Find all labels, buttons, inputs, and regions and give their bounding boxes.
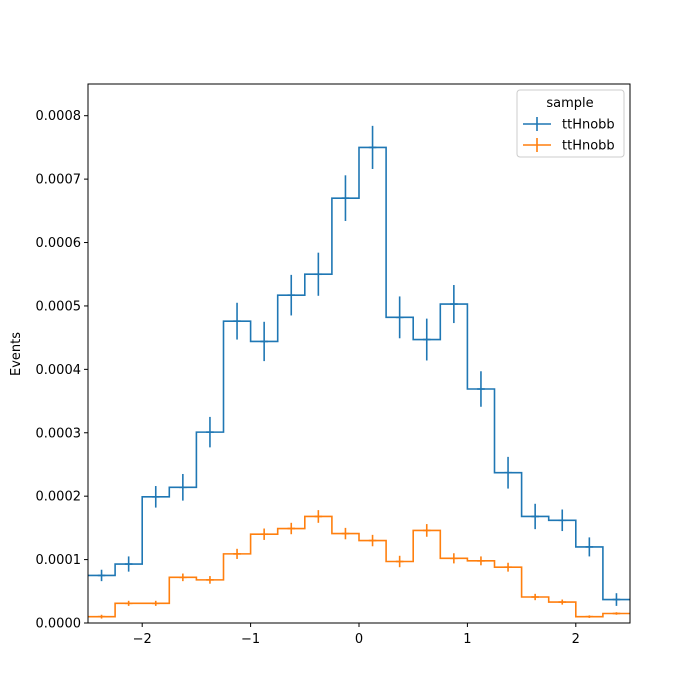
bin-marker <box>395 296 404 339</box>
x-axis: −2 −1 0 1 2 <box>133 623 580 647</box>
bin-marker <box>314 510 323 523</box>
series-0 <box>88 125 630 606</box>
x-tick-label: −2 <box>133 632 152 647</box>
bin-marker <box>422 318 431 361</box>
bin-marker <box>477 556 485 566</box>
bin-marker <box>477 371 485 407</box>
bin-marker <box>368 125 377 169</box>
bin-marker <box>422 524 431 537</box>
legend-title: sample <box>546 96 593 111</box>
bin-marker <box>287 522 296 535</box>
bin-marker <box>151 486 160 508</box>
bin-marker <box>233 302 241 340</box>
series-layer <box>88 125 630 619</box>
bin-marker <box>612 593 621 606</box>
bin-marker <box>179 473 187 501</box>
bin-marker <box>233 548 241 559</box>
series-step-line <box>88 515 630 618</box>
y-tick-label: 0.0007 <box>36 173 82 188</box>
bin-marker <box>151 600 160 606</box>
y-axis: 0.0000 0.0001 0.0002 0.0003 0.0004 0.0005 0.00… <box>36 109 88 632</box>
y-tick-label: 0.0008 <box>36 109 82 124</box>
bin-marker <box>124 556 133 572</box>
bin-marker <box>450 285 458 324</box>
bin-marker <box>341 175 350 221</box>
legend-label: ttHnobb <box>562 118 615 133</box>
y-tick-label: 0.0003 <box>36 426 82 441</box>
series-1 <box>88 510 630 619</box>
bin-marker <box>504 562 512 572</box>
legend-label: ttHnobb <box>562 139 615 154</box>
legend: sample ttHnobb ttHnobb <box>516 89 625 158</box>
bin-marker <box>124 600 133 606</box>
y-tick-label: 0.0006 <box>36 236 82 251</box>
bin-marker <box>341 527 350 540</box>
y-tick-label: 0.0001 <box>36 553 82 568</box>
bin-marker <box>558 509 567 532</box>
legend-entry: ttHnobb <box>523 138 615 154</box>
bin-marker <box>395 555 404 568</box>
y-tick-label: 0.0005 <box>36 299 82 314</box>
bin-marker <box>450 553 458 564</box>
x-tick-label: 2 <box>572 632 580 647</box>
bin-marker <box>585 537 594 557</box>
y-axis-label: Events <box>9 332 24 376</box>
bin-marker <box>97 614 106 619</box>
bin-marker <box>260 528 268 540</box>
bin-marker <box>368 534 377 547</box>
legend-entry: ttHnobb <box>523 117 615 133</box>
bin-marker <box>287 274 296 316</box>
bin-marker <box>179 573 187 582</box>
bin-marker <box>206 416 214 448</box>
y-tick-label: 0.0000 <box>36 617 82 632</box>
bin-marker <box>206 576 214 584</box>
x-tick-label: 0 <box>355 632 363 647</box>
bin-marker <box>314 252 323 296</box>
bin-marker <box>504 456 512 489</box>
x-tick-label: −1 <box>241 632 260 647</box>
y-tick-label: 0.0002 <box>36 490 82 505</box>
bin-marker <box>97 569 106 582</box>
bin-marker <box>612 612 621 615</box>
bin-marker <box>531 503 539 530</box>
bin-marker <box>558 599 567 605</box>
x-tick-label: 1 <box>463 632 471 647</box>
y-tick-label: 0.0004 <box>36 363 82 378</box>
bin-marker <box>585 615 594 618</box>
bin-marker <box>531 593 539 601</box>
legend-box <box>516 89 625 158</box>
legend-entries: ttHnobb ttHnobb <box>523 117 615 154</box>
bin-marker <box>260 321 268 362</box>
